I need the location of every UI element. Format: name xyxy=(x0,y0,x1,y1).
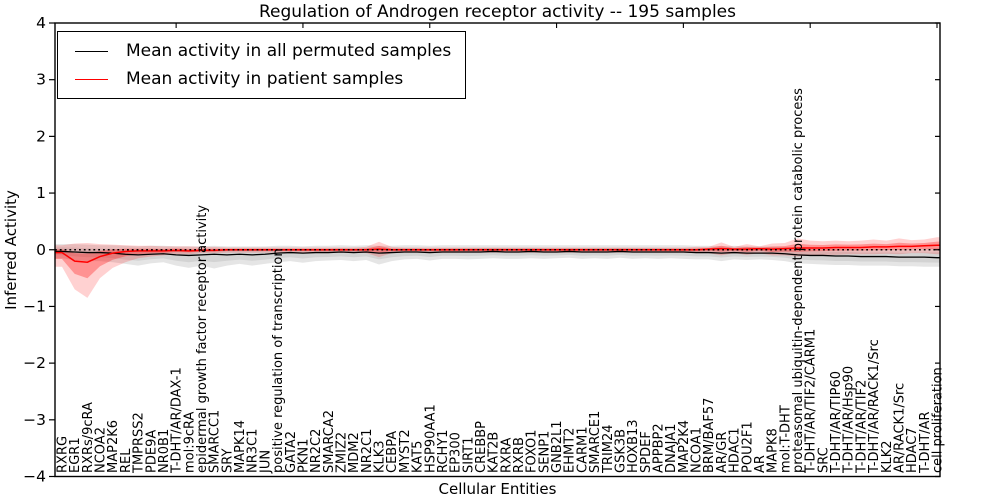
permuted-band-inner xyxy=(55,247,940,263)
x-tick-label: AR xyxy=(753,455,768,473)
legend: Mean activity in all permuted samples Me… xyxy=(57,31,467,99)
x-tick-label: GATA2 xyxy=(284,431,299,473)
x-tick-label: T-DHT/AR/Hsp90 xyxy=(842,366,857,474)
x-tick-label: SPDEF xyxy=(639,431,654,473)
x-tick-label: PDE9A xyxy=(144,430,159,473)
x-tick-label: NR2C1 xyxy=(360,429,375,473)
x-tick-label: NCOA2 xyxy=(94,427,109,473)
x-tick-label: SENP1 xyxy=(537,431,552,473)
x-tick-label: T-DHT/AR/RACK1/Src xyxy=(867,339,882,474)
y-tick-label: −2 xyxy=(23,354,46,372)
permuted-line-sample-icon xyxy=(75,51,108,52)
x-tick-label: RCHY1 xyxy=(436,430,451,473)
x-axis-label: Cellular Entities xyxy=(438,480,557,498)
x-tick-label: NR3C1 xyxy=(246,429,261,473)
x-tick-label: EP300 xyxy=(449,432,464,473)
x-tick-label: NR0B1 xyxy=(157,429,172,473)
x-tick-label: HDAC7 xyxy=(905,427,920,473)
x-tick-label: T-DHT/AR xyxy=(918,412,933,474)
x-tick-label: SMARCC1 xyxy=(208,410,223,473)
x-tick-label: HOXB13 xyxy=(626,419,641,473)
x-tick-label: KAT5 xyxy=(411,441,426,473)
x-tick-label: HSP90AA1 xyxy=(423,404,438,473)
x-tick-label: cell proliferation xyxy=(931,367,946,473)
x-tick-label: MYST2 xyxy=(398,429,413,473)
x-tick-label: AR/GR xyxy=(715,432,730,473)
x-tick-label: EGR1 xyxy=(68,437,83,473)
x-tick-label: KAT2B xyxy=(487,432,502,473)
x-tick-label: T-DHT/AR/TIF2/CARM1 xyxy=(804,329,819,474)
x-tick-label: MDM2 xyxy=(347,432,362,473)
x-tick-label: MAP2K6 xyxy=(106,420,121,473)
x-tick-label: PKN1 xyxy=(296,439,311,473)
x-tick-label: SRC xyxy=(816,447,831,473)
x-tick-label: NR2C2 xyxy=(309,429,324,473)
x-tick-label: mol:T-DHT xyxy=(778,405,793,473)
x-tick-label: CREBBP xyxy=(474,421,489,473)
y-tick-label: −4 xyxy=(23,468,46,486)
x-tick-label: RXRG xyxy=(56,436,71,473)
x-tick-label: T-DHT/AR/TIP60 xyxy=(829,371,844,474)
x-tick-label: positive regulation of transcription xyxy=(271,248,286,473)
y-tick-label: 0 xyxy=(36,241,46,259)
permuted-mean-line xyxy=(55,250,940,259)
x-tick-label: REL xyxy=(119,448,134,473)
x-tick-label: GNB2L1 xyxy=(550,420,565,473)
y-tick-label: −1 xyxy=(23,297,46,315)
x-tick-label: SMARCE1 xyxy=(588,411,603,473)
legend-item-permuted: Mean activity in all permuted samples xyxy=(72,41,451,62)
x-tick-label: ZMIZ2 xyxy=(335,432,350,473)
x-tick-label: T-DHT/AR/TIF2 xyxy=(854,380,869,474)
x-tick-label: POU2F1 xyxy=(740,421,755,473)
x-tick-label: MAP2K4 xyxy=(677,420,692,473)
legend-label: Mean activity in all permuted samples xyxy=(126,41,452,61)
y-tick-label: 2 xyxy=(36,127,46,145)
y-tick-label: 4 xyxy=(36,14,46,32)
x-tick-label: RXRA xyxy=(499,438,514,473)
x-tick-label: HDAC1 xyxy=(728,427,743,473)
x-tick-label: T-DHT/AR/DAX-1 xyxy=(170,367,185,474)
x-tick-label: RXRB xyxy=(512,437,527,473)
patient-band-inner xyxy=(55,241,940,279)
chart-title: Regulation of Androgen receptor activity… xyxy=(259,2,736,22)
x-tick-label: RXRs/9cRA xyxy=(81,402,96,473)
x-tick-label: TMPRSS2 xyxy=(132,412,147,474)
x-tick-label: SIRT1 xyxy=(461,437,476,473)
legend-item-patient: Mean activity in patient samples xyxy=(72,69,451,90)
x-tick-label: KLK2 xyxy=(880,440,895,473)
x-tick-label: EHMT2 xyxy=(563,428,578,473)
x-tick-label: AR/RACK1/Src xyxy=(893,383,908,473)
x-tick-label: JUN xyxy=(258,450,273,474)
y-axis-label: Inferred Activity xyxy=(2,190,20,310)
x-tick-label: SMARCA2 xyxy=(322,410,337,473)
x-tick-label: MAPK8 xyxy=(766,428,781,473)
x-tick-label: APPBP2 xyxy=(652,423,667,473)
x-tick-label: CEBPA xyxy=(385,431,400,473)
x-tick-label: NCOA1 xyxy=(690,427,705,473)
x-tick-label: epidermal growth factor receptor activit… xyxy=(195,205,210,473)
x-tick-label: mol:9cRA xyxy=(182,411,197,473)
patient-line-sample-icon xyxy=(75,79,108,80)
legend-label: Mean activity in patient samples xyxy=(126,69,404,89)
x-tick-label: SRY xyxy=(220,449,235,473)
x-tick-label: KLK3 xyxy=(373,440,388,473)
x-tick-label: FOXO1 xyxy=(525,430,540,473)
x-tick-label: GSK3B xyxy=(614,429,629,473)
x-tick-label: TRIM24 xyxy=(601,424,616,474)
x-tick-label: proteasomal ubiquitin-dependent protein … xyxy=(791,88,806,473)
y-tick-label: 3 xyxy=(36,71,46,89)
x-tick-label: DNAJA1 xyxy=(664,424,679,473)
y-tick-label: 1 xyxy=(36,184,46,202)
x-tick-label: CARM1 xyxy=(575,427,590,474)
x-tick-label: MAPK14 xyxy=(233,420,248,473)
x-tick-label: BRM/BAF57 xyxy=(702,398,717,473)
y-tick-label: −3 xyxy=(23,411,46,429)
